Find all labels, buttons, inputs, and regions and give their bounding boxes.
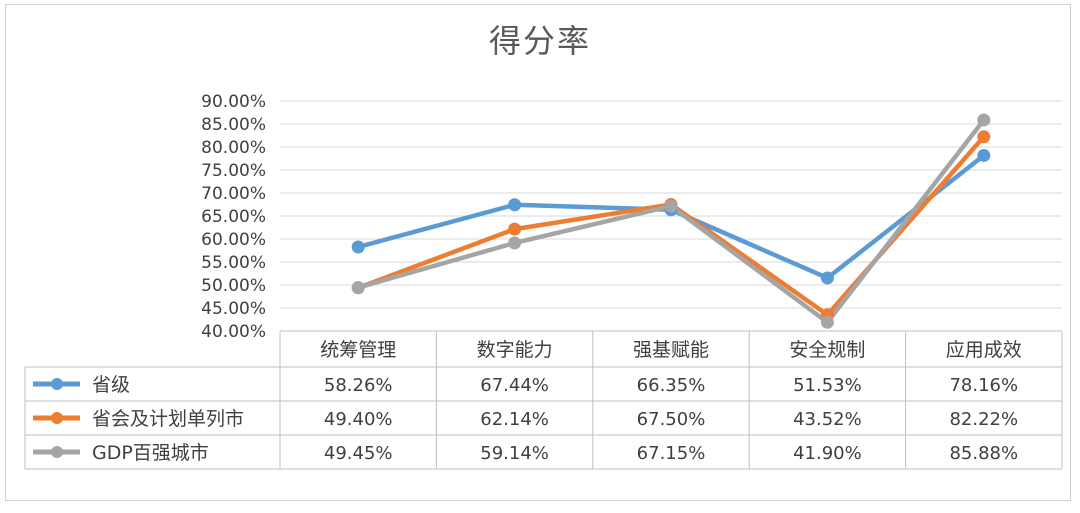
category-label: 安全规制 xyxy=(789,339,865,361)
y-tick-label: 75.00% xyxy=(201,161,266,181)
y-tick-label: 50.00% xyxy=(201,276,266,296)
data-point xyxy=(664,199,678,213)
y-tick-label: 40.00% xyxy=(201,322,266,342)
data-point xyxy=(351,240,365,254)
y-tick-label: 70.00% xyxy=(201,184,266,204)
data-cell: 59.14% xyxy=(480,443,549,464)
legend-key-marker xyxy=(51,412,63,424)
data-point xyxy=(351,281,365,295)
series-name: 省会及计划单列市 xyxy=(92,408,244,430)
data-cell: 82.22% xyxy=(949,409,1018,430)
data-cell: 67.44% xyxy=(480,375,549,396)
data-cell: 67.50% xyxy=(637,409,706,430)
series-line xyxy=(355,134,987,318)
data-point xyxy=(508,198,522,212)
data-point xyxy=(820,271,834,285)
chart-frame xyxy=(5,4,1071,501)
y-tick-label: 55.00% xyxy=(201,253,266,273)
data-cell: 49.45% xyxy=(324,443,393,464)
data-cell: 43.52% xyxy=(793,409,862,430)
category-label: 统筹管理 xyxy=(320,339,396,361)
data-cell: 85.88% xyxy=(949,443,1018,464)
data-cell: 49.40% xyxy=(324,409,393,430)
y-tick-label: 80.00% xyxy=(201,138,266,158)
series-name: 省级 xyxy=(92,374,130,396)
legend-key-marker xyxy=(51,378,63,390)
category-label: 强基赋能 xyxy=(633,339,709,361)
data-cell: 41.90% xyxy=(793,443,862,464)
data-cell: 78.16% xyxy=(949,375,1018,396)
data-cell: 67.15% xyxy=(637,443,706,464)
data-point xyxy=(508,222,522,236)
y-tick-label: 90.00% xyxy=(201,92,266,112)
y-tick-label: 60.00% xyxy=(201,230,266,250)
series-name: GDP百强城市 xyxy=(92,442,209,464)
data-point xyxy=(820,315,834,329)
data-cell: 66.35% xyxy=(637,375,706,396)
legend-key-marker xyxy=(51,446,63,458)
data-cell: 58.26% xyxy=(324,375,393,396)
y-tick-label: 65.00% xyxy=(201,207,266,227)
data-point xyxy=(977,130,991,144)
chart-title: 得分率 xyxy=(488,22,591,60)
y-tick-label: 45.00% xyxy=(201,299,266,319)
data-point xyxy=(977,148,991,162)
category-label: 应用成效 xyxy=(946,339,1022,361)
category-label: 数字能力 xyxy=(477,339,553,361)
data-point xyxy=(977,113,991,127)
data-point xyxy=(508,236,522,250)
data-cell: 62.14% xyxy=(480,409,549,430)
data-cell: 51.53% xyxy=(793,375,862,396)
y-tick-label: 85.00% xyxy=(201,115,266,135)
